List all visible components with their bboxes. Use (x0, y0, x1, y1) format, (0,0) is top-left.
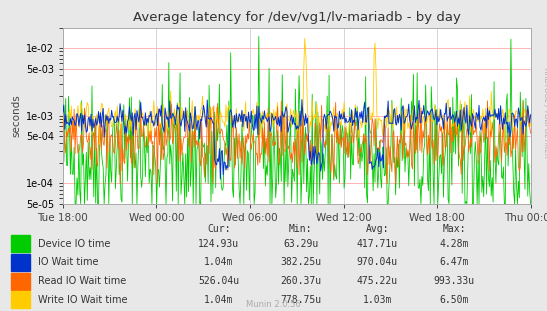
Text: Read IO Wait time: Read IO Wait time (38, 276, 126, 286)
Bar (11, 235, 30, 252)
Text: Cur:: Cur: (207, 224, 230, 234)
Text: 124.93u: 124.93u (198, 239, 240, 249)
Bar (11, 254, 30, 271)
Text: IO Wait time: IO Wait time (38, 258, 99, 267)
Text: Max:: Max: (443, 224, 465, 234)
Bar (11, 291, 30, 308)
Y-axis label: seconds: seconds (11, 95, 21, 137)
Text: Avg:: Avg: (366, 224, 389, 234)
Text: 970.04u: 970.04u (357, 258, 398, 267)
Text: 1.03m: 1.03m (363, 295, 392, 305)
Text: 382.25u: 382.25u (280, 258, 322, 267)
Text: 6.50m: 6.50m (439, 295, 469, 305)
Text: 6.47m: 6.47m (439, 258, 469, 267)
Text: 4.28m: 4.28m (439, 239, 469, 249)
Text: 260.37u: 260.37u (280, 276, 322, 286)
Text: 778.75u: 778.75u (280, 295, 322, 305)
Text: 475.22u: 475.22u (357, 276, 398, 286)
Text: 993.33u: 993.33u (433, 276, 475, 286)
Text: 1.04m: 1.04m (204, 258, 234, 267)
Text: 1.04m: 1.04m (204, 295, 234, 305)
Text: 417.71u: 417.71u (357, 239, 398, 249)
Text: Munin 2.0.56: Munin 2.0.56 (246, 300, 301, 309)
Text: Write IO Wait time: Write IO Wait time (38, 295, 128, 305)
Bar (11, 273, 30, 290)
Text: 63.29u: 63.29u (283, 239, 318, 249)
Text: RRDTOOL / TOBI OETIKER: RRDTOOL / TOBI OETIKER (543, 68, 547, 159)
Text: Min:: Min: (289, 224, 312, 234)
Title: Average latency for /dev/vg1/lv-mariadb - by day: Average latency for /dev/vg1/lv-mariadb … (133, 11, 461, 24)
Text: Device IO time: Device IO time (38, 239, 110, 249)
Text: 526.04u: 526.04u (198, 276, 240, 286)
